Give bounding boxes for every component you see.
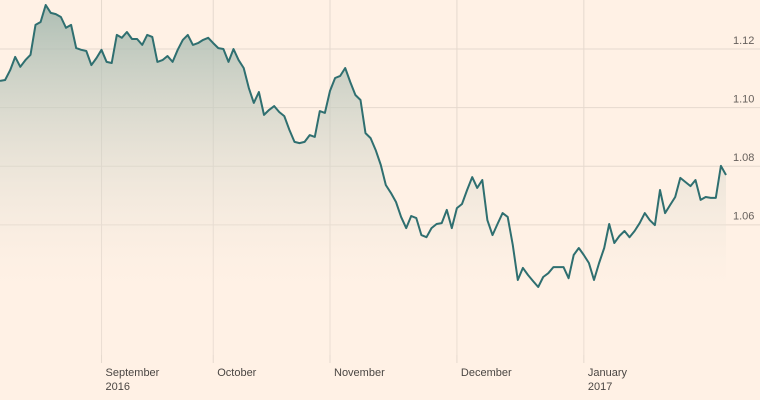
x-tick-label: September 2016	[105, 367, 160, 393]
y-tick-label: 1.12	[733, 35, 754, 47]
y-tick-label: 1.10	[733, 93, 754, 105]
x-tick-label: January 2017	[587, 367, 627, 393]
price-line	[0, 4, 727, 288]
y-tick-label: 1.06	[733, 211, 754, 223]
x-tick-label: December	[460, 367, 512, 379]
x-tick-label: November	[334, 367, 385, 379]
y-tick-label: 1.08	[733, 152, 754, 164]
x-tick-label: October	[217, 367, 257, 379]
area-fill	[0, 5, 726, 355]
